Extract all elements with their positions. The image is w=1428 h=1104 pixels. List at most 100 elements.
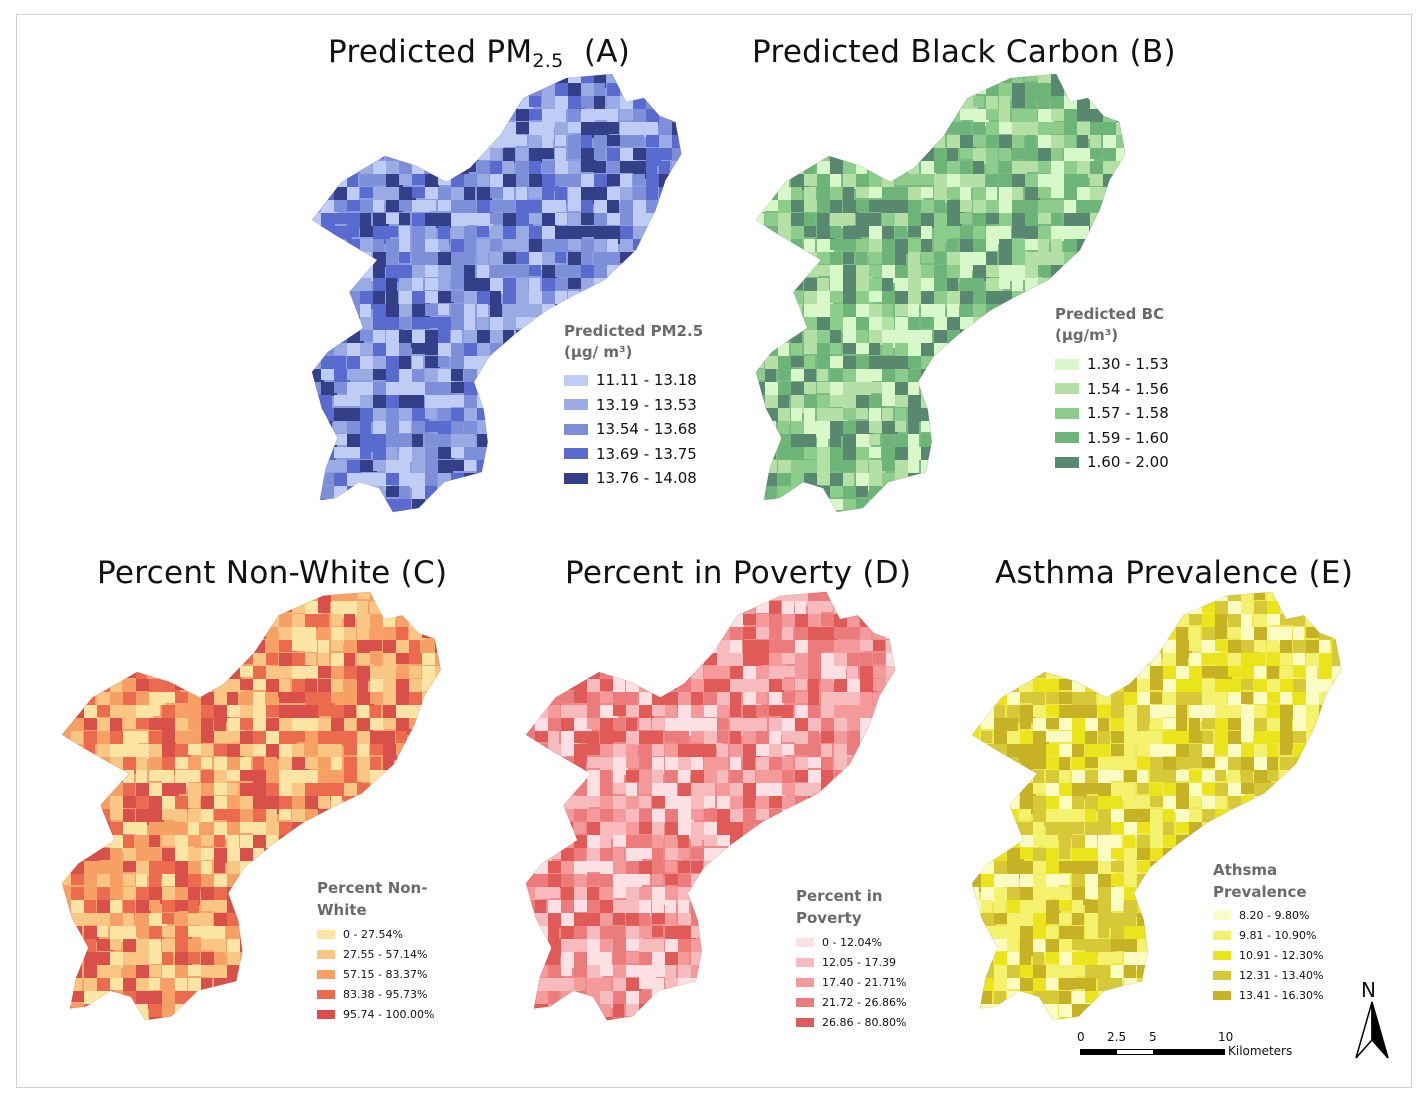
panel-a-map xyxy=(311,73,682,513)
legend-swatch xyxy=(1055,383,1079,395)
legend-item: 13.54 - 13.68 xyxy=(564,417,714,442)
city-boundary xyxy=(971,591,1342,1021)
north-arrow-icon xyxy=(1355,1001,1389,1059)
legend-title: Percent Non- White xyxy=(317,879,428,919)
panel-e-legend: Athsma Prevalence 8.20 - 9.80% 9.81 - 10.… xyxy=(1213,859,1333,1006)
legend-swatch xyxy=(1213,910,1231,920)
legend-item: 13.69 - 13.75 xyxy=(564,442,714,467)
legend-item: 83.38 - 95.73% xyxy=(317,985,447,1005)
legend-item: 95.74 - 100.00% xyxy=(317,1005,447,1025)
legend-item: 12.05 - 17.39 xyxy=(796,952,921,972)
legend-swatch xyxy=(1213,930,1231,940)
legend-swatch xyxy=(317,990,335,1000)
legend-label: 13.41 - 16.30% xyxy=(1239,989,1324,1003)
legend-item: 17.40 - 21.71% xyxy=(796,972,921,992)
legend-label: 1.54 - 1.56 xyxy=(1087,379,1169,398)
legend-swatch xyxy=(796,937,814,947)
scale-label-5: 5 xyxy=(1149,1030,1157,1044)
legend-label: 13.19 - 13.53 xyxy=(596,395,697,414)
legend-swatch xyxy=(564,448,588,460)
legend-label: 12.05 - 17.39 xyxy=(822,955,896,969)
panel-a-title: Predicted PM2.5 (A) xyxy=(328,34,631,72)
legend-swatch xyxy=(1213,950,1231,960)
legend-swatch xyxy=(564,423,588,435)
north-letter: N xyxy=(1361,978,1376,1002)
legend-swatch xyxy=(1055,358,1079,370)
legend-title: Athsma Prevalence xyxy=(1213,861,1307,901)
legend-label: 1.57 - 1.58 xyxy=(1087,404,1169,423)
legend-label: 0 - 12.04% xyxy=(822,935,882,949)
legend-label: 13.54 - 13.68 xyxy=(596,420,697,439)
legend-swatch xyxy=(317,929,335,939)
north-arrow: N xyxy=(1352,978,1392,1064)
panel-c-map xyxy=(61,591,442,1021)
legend-swatch xyxy=(1055,407,1079,419)
legend-swatch xyxy=(317,949,335,959)
legend-item: 26.86 - 80.80% xyxy=(796,1013,921,1033)
legend-label: 11.11 - 13.18 xyxy=(596,371,697,390)
panel-b-legend: Predicted BC (μg/m³) 1.30 - 1.53 1.54 - 1… xyxy=(1055,304,1205,475)
legend-label: 13.69 - 13.75 xyxy=(596,444,697,463)
legend-label: 26.86 - 80.80% xyxy=(822,1016,907,1030)
legend-label: 1.60 - 2.00 xyxy=(1087,453,1169,472)
legend-label: 1.30 - 1.53 xyxy=(1087,355,1169,374)
legend-item: 12.31 - 13.40% xyxy=(1213,966,1333,986)
legend-item: 0 - 27.54% xyxy=(317,924,447,944)
scale-bar-graphic xyxy=(1080,1049,1225,1055)
city-boundary xyxy=(311,73,682,513)
legend-label: 17.40 - 21.71% xyxy=(822,975,907,989)
legend-label: 57.15 - 83.37% xyxy=(343,967,428,981)
scale-label-10: 10 xyxy=(1218,1030,1234,1044)
scale-bar: 0 2.5 5 10 Kilometers xyxy=(1070,1030,1310,1070)
legend-item: 8.20 - 9.80% xyxy=(1213,905,1333,925)
legend-item: 1.59 - 1.60 xyxy=(1055,426,1205,451)
scale-label-2-5: 2.5 xyxy=(1107,1030,1127,1044)
legend-swatch xyxy=(564,399,588,411)
legend-label: 27.55 - 57.14% xyxy=(343,947,428,961)
legend-swatch xyxy=(564,374,588,386)
legend-item: 11.11 - 13.18 xyxy=(564,368,714,393)
legend-item: 21.72 - 26.86% xyxy=(796,993,921,1013)
panel-d-legend: Percent in Poverty 0 - 12.04% 12.05 - 17.… xyxy=(796,885,921,1033)
legend-item: 57.15 - 83.37% xyxy=(317,964,447,984)
legend-swatch xyxy=(1213,971,1231,981)
panel-d-title: Percent in Poverty (D) xyxy=(565,555,912,591)
legend-label: 9.81 - 10.90% xyxy=(1239,928,1317,942)
legend-item: 13.41 - 16.30% xyxy=(1213,986,1333,1006)
panel-b-map xyxy=(755,73,1126,513)
legend-item: 0 - 12.04% xyxy=(796,932,921,952)
legend-label: 1.59 - 1.60 xyxy=(1087,428,1169,447)
legend-item: 1.60 - 2.00 xyxy=(1055,450,1205,475)
panel-e-title: Asthma Prevalence (E) xyxy=(995,555,1354,591)
city-boundary xyxy=(525,591,896,1021)
legend-item: 10.91 - 12.30% xyxy=(1213,945,1333,965)
legend-label: 0 - 27.54% xyxy=(343,927,403,941)
legend-item: 13.76 - 14.08 xyxy=(564,466,714,491)
panel-d-map xyxy=(525,591,896,1021)
legend-title: Predicted BC (μg/m³) xyxy=(1055,305,1165,344)
legend-title: Predicted PM2.5 (μg/ m³) xyxy=(564,322,704,361)
legend-label: 13.76 - 14.08 xyxy=(596,469,697,488)
scale-label-0: 0 xyxy=(1077,1030,1085,1044)
figure-frame xyxy=(16,14,1412,1088)
legend-item: 1.57 - 1.58 xyxy=(1055,401,1205,426)
legend-title: Percent in Poverty xyxy=(796,887,883,927)
legend-swatch xyxy=(317,1010,335,1020)
legend-swatch xyxy=(1055,456,1079,468)
city-boundary xyxy=(61,591,442,1021)
legend-label: 10.91 - 12.30% xyxy=(1239,948,1324,962)
legend-swatch xyxy=(564,472,588,484)
panel-a-legend: Predicted PM2.5 (μg/ m³) 11.11 - 13.18 13… xyxy=(564,321,714,491)
panel-c-legend: Percent Non- White 0 - 27.54% 27.55 - 57.… xyxy=(317,877,447,1025)
panel-c-title: Percent Non-White (C) xyxy=(97,555,448,591)
legend-item: 1.30 - 1.53 xyxy=(1055,352,1205,377)
legend-item: 1.54 - 1.56 xyxy=(1055,377,1205,402)
legend-label: 95.74 - 100.00% xyxy=(343,1008,435,1022)
panel-e-map xyxy=(971,591,1342,1021)
legend-label: 21.72 - 26.86% xyxy=(822,996,907,1010)
legend-item: 9.81 - 10.90% xyxy=(1213,925,1333,945)
legend-swatch xyxy=(796,957,814,967)
scale-unit: Kilometers xyxy=(1228,1044,1293,1058)
panel-b-title: Predicted Black Carbon (B) xyxy=(752,34,1176,70)
legend-label: 12.31 - 13.40% xyxy=(1239,969,1324,983)
